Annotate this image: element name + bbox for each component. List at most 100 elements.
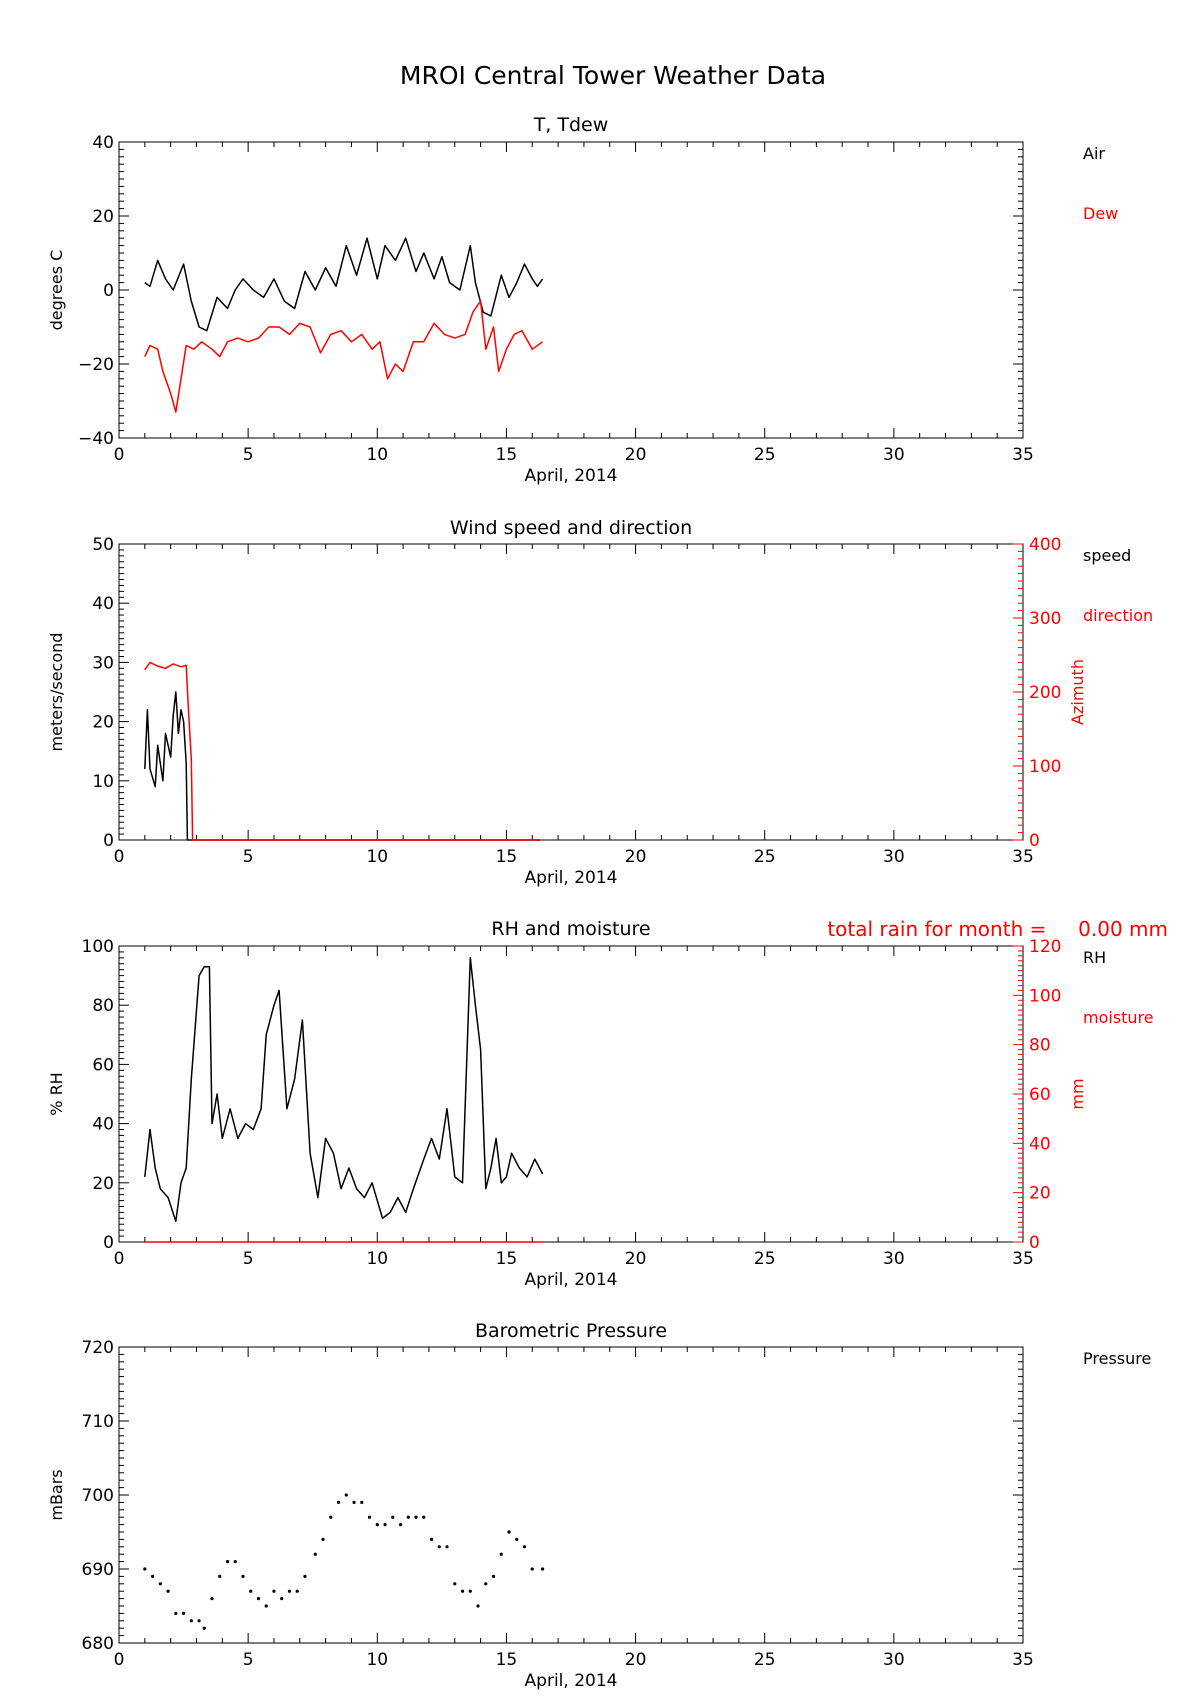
data-point (507, 1530, 511, 1534)
data-point (210, 1597, 214, 1601)
x-tick-label: 0 (114, 1650, 125, 1670)
y-tick-label: 10 (92, 772, 114, 792)
data-point (321, 1537, 325, 1541)
y-tick-label: 720 (82, 1338, 114, 1358)
x-axis-label: April, 2014 (525, 466, 618, 486)
x-tick-label: 25 (754, 847, 776, 867)
legend-entry: RH (1083, 948, 1106, 967)
x-tick-label: 25 (754, 445, 776, 465)
data-point (174, 1611, 178, 1615)
y2-tick-label: 0 (1029, 831, 1040, 851)
plot-frame (118, 141, 1024, 439)
x-tick-label: 30 (883, 1249, 905, 1269)
data-point (233, 1560, 237, 1564)
y2-axis-label: Azimuth (1068, 659, 1087, 725)
y-axis-label: degrees C (47, 250, 66, 331)
legend-entry: Pressure (1083, 1349, 1151, 1368)
y-axis-label: % RH (47, 1072, 66, 1115)
x-tick-label: 5 (243, 1249, 254, 1269)
data-point (158, 1582, 162, 1586)
x-tick-label: 10 (366, 445, 388, 465)
x-tick-label: 0 (114, 445, 125, 465)
chart-panel-2: Wind speed and direction 0 5 10 15 20 25 30 35 Ap… (47, 517, 1153, 888)
y2-tick-label: 100 (1029, 757, 1061, 777)
x-tick-label: 30 (883, 1650, 905, 1670)
x-tick-label: 20 (625, 445, 647, 465)
y-tick-label: 60 (92, 1055, 114, 1075)
x-tick-label: 20 (625, 1650, 647, 1670)
data-point (491, 1574, 496, 1578)
y2-tick-label: 120 (1029, 937, 1061, 957)
chart-title: Barometric Pressure (475, 1320, 667, 1342)
y2-axis-label: mm (1068, 1078, 1087, 1109)
data-point (202, 1626, 206, 1630)
y-tick-label: 20 (92, 713, 114, 733)
x-tick-label: 0 (114, 847, 125, 867)
chart-panel-3: RH and moisture 0 5 10 15 20 25 30 35 April, 2014… (47, 917, 1168, 1290)
x-tick-label: 10 (366, 1249, 388, 1269)
x-tick-label: 10 (366, 847, 388, 867)
x-tick-label: 0 (114, 1249, 125, 1269)
y-tick-label: 0 (103, 281, 114, 301)
data-point (189, 1619, 193, 1623)
y-tick-label: 50 (92, 535, 114, 555)
y-tick-label: 700 (82, 1486, 114, 1506)
data-point (225, 1560, 230, 1564)
x-tick-label: 35 (1012, 445, 1034, 465)
data-point (522, 1545, 527, 1549)
data-point (329, 1515, 333, 1519)
y-tick-label: 680 (82, 1634, 114, 1654)
series-line-speed (144, 691, 540, 841)
data-point (445, 1545, 449, 1549)
y2-tick-label: 0 (1029, 1233, 1040, 1253)
x-tick-label: 35 (1012, 1249, 1034, 1269)
data-point (360, 1500, 364, 1504)
y2-tick-label: 60 (1029, 1085, 1051, 1105)
legend-entry: Dew (1083, 204, 1118, 223)
plot-frame (118, 945, 1024, 1243)
data-point (143, 1567, 147, 1571)
y-tick-label: 100 (82, 937, 114, 957)
data-point (540, 1567, 545, 1571)
data-point (391, 1515, 395, 1519)
data-point (336, 1500, 341, 1504)
data-point (530, 1567, 534, 1571)
y2-tick-label: 80 (1029, 1036, 1051, 1056)
data-point (422, 1515, 426, 1519)
x-tick-label: 20 (625, 847, 647, 867)
data-point (249, 1589, 253, 1593)
data-point (218, 1574, 222, 1578)
data-point (272, 1589, 276, 1593)
chart-title: RH and moisture (491, 918, 650, 940)
x-tick-label: 35 (1012, 847, 1034, 867)
series-pressure (143, 1493, 545, 1630)
y2-tick-label: 40 (1029, 1134, 1051, 1154)
data-point (181, 1611, 186, 1615)
chart-title: Wind speed and direction (450, 517, 692, 539)
data-point (429, 1537, 434, 1541)
y2-tick-label: 300 (1029, 609, 1061, 629)
legend-entry: moisture (1083, 1008, 1154, 1027)
data-point (303, 1574, 307, 1578)
y-tick-label: 30 (92, 653, 114, 673)
x-tick-label: 5 (243, 445, 254, 465)
series-line-rh (144, 957, 544, 1223)
data-point (437, 1545, 441, 1549)
legend-entry: speed (1083, 546, 1131, 565)
data-point (150, 1574, 155, 1578)
data-point (241, 1574, 245, 1578)
y-tick-label: 0 (103, 1233, 114, 1253)
data-point (256, 1597, 261, 1601)
x-axis-label: April, 2014 (525, 868, 618, 888)
chart-panel-4: Barometric Pressure 0 5 10 15 20 25 30 35 April, … (47, 1320, 1151, 1691)
y2-tick-label: 100 (1029, 986, 1061, 1006)
legend-entry: direction (1083, 606, 1153, 625)
data-point (264, 1604, 268, 1608)
y-tick-label: 80 (92, 996, 114, 1016)
y2-tick-label: 200 (1029, 683, 1061, 703)
data-point (453, 1582, 457, 1586)
data-point (484, 1582, 488, 1586)
data-point (398, 1523, 403, 1527)
x-tick-label: 5 (243, 847, 254, 867)
